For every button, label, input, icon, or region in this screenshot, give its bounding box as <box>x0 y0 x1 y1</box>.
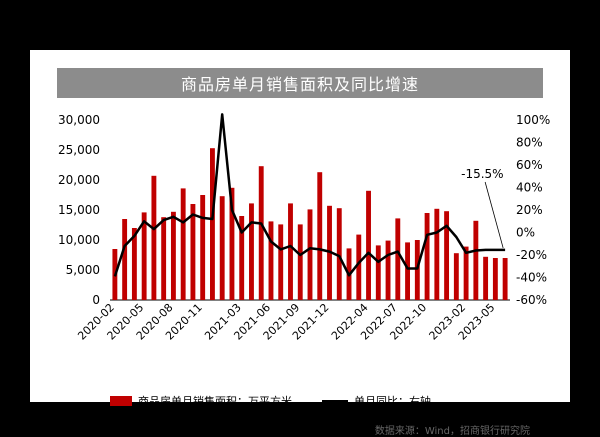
chart-svg: 0 5,000 10,000 15,000 20,000 25,000 30,000 -60%… <box>58 113 550 343</box>
legend: 商品房单月销售面积：万平方米 单月同比：右轴 <box>110 392 550 410</box>
bar <box>190 204 196 300</box>
left-tick-label: 0 <box>92 293 100 307</box>
bar <box>239 216 245 300</box>
annotation-label: -15.5% <box>461 167 503 181</box>
right-tick-label: 80% <box>516 136 543 150</box>
bar <box>307 209 313 300</box>
left-tick-label: 20,000 <box>58 173 100 187</box>
bar <box>317 172 323 300</box>
bar <box>249 203 254 300</box>
right-tick-label: -20% <box>516 248 547 262</box>
bar <box>161 217 167 300</box>
bar <box>336 208 342 300</box>
bar <box>219 196 225 300</box>
bar <box>483 256 489 300</box>
bar <box>492 258 498 300</box>
yoy-line <box>113 113 506 277</box>
bar <box>141 212 147 300</box>
left-tick-label: 15,000 <box>58 203 100 217</box>
bar <box>473 220 479 300</box>
left-tick-label: 5,000 <box>66 263 100 277</box>
bar <box>151 175 157 300</box>
bar <box>453 253 459 300</box>
right-tick-label: 100% <box>516 113 550 127</box>
bar <box>424 213 430 300</box>
legend-line-swatch <box>322 400 348 402</box>
legend-bar-swatch <box>110 396 132 406</box>
legend-line-label: 单月同比：右轴 <box>354 395 431 408</box>
bar <box>180 188 186 300</box>
bar <box>395 218 401 300</box>
right-tick-label: -60% <box>516 293 547 307</box>
right-tick-label: 60% <box>516 158 543 172</box>
annotation-leader <box>484 181 504 249</box>
bar <box>200 195 206 300</box>
chart-card: 商品房单月销售面积及同比增速 0 5,000 10,000 15,000 20,000 2… <box>30 50 570 437</box>
bar <box>170 211 176 300</box>
bar <box>268 221 274 300</box>
bar <box>356 234 362 300</box>
bar <box>229 187 235 300</box>
bar <box>463 246 469 300</box>
bar <box>210 148 215 300</box>
left-tick-label: 25,000 <box>58 143 100 157</box>
bar <box>434 208 440 300</box>
legend-bar-label: 商品房单月销售面积：万平方米 <box>138 395 292 408</box>
bar <box>122 219 128 300</box>
bar <box>385 240 391 300</box>
chart-title: 商品房单月销售面积及同比增速 <box>57 68 543 98</box>
bar <box>297 224 303 300</box>
right-tick-label: 40% <box>516 181 543 195</box>
bar <box>414 240 420 300</box>
bar <box>444 211 450 300</box>
bar <box>288 203 293 300</box>
right-tick-label: 0% <box>516 226 535 240</box>
bar <box>278 224 284 300</box>
bar <box>258 166 264 300</box>
source-note: 数据来源：Wind，招商银行研究院 <box>374 426 530 437</box>
bar <box>131 228 137 300</box>
bar <box>375 245 381 300</box>
right-tick-label: -40% <box>516 271 547 285</box>
bar <box>405 242 410 300</box>
bar <box>502 258 508 300</box>
left-tick-label: 30,000 <box>58 113 100 127</box>
bar <box>366 190 371 300</box>
right-tick-label: 20% <box>516 203 543 217</box>
left-tick-label: 10,000 <box>58 233 100 247</box>
